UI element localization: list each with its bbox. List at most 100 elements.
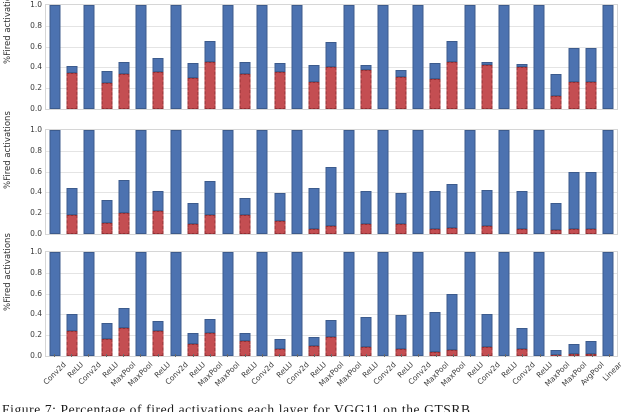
x-tick: ReLU [97, 354, 120, 401]
stacked-bar [516, 191, 528, 234]
bar-slot [548, 130, 565, 234]
blue-segment [585, 341, 597, 354]
x-tick: MaxPool [127, 354, 155, 401]
red-segment [118, 213, 130, 234]
x-tick: Conv2d [163, 354, 190, 401]
plot-area [45, 4, 618, 110]
stacked-bar [170, 130, 182, 234]
blue-segment [325, 167, 337, 226]
bar-slot [184, 252, 201, 356]
blue-segment [550, 350, 562, 355]
stacked-bar [360, 65, 372, 109]
blue-segment [308, 337, 320, 346]
red-segment [446, 228, 458, 234]
x-tick: ReLU [184, 354, 207, 401]
blue-segment [498, 252, 510, 356]
x-tick: ReLU [236, 354, 259, 401]
x-tick: Conv2d [250, 354, 276, 401]
red-segment [395, 349, 407, 356]
stacked-bar [118, 180, 130, 234]
gridline [46, 150, 617, 152]
bar-slot [184, 5, 201, 109]
x-tick: ReLU [392, 354, 415, 401]
bar-slot [340, 5, 357, 109]
blue-segment [325, 42, 337, 67]
tick-mark [192, 354, 194, 357]
blue-segment [152, 58, 164, 72]
tick-mark [314, 354, 316, 357]
stacked-bar [464, 130, 476, 234]
tick-mark [418, 354, 420, 357]
red-segment [446, 350, 458, 356]
stacked-bar [135, 130, 147, 234]
tick-mark [505, 354, 507, 357]
blue-segment [429, 312, 441, 352]
stacked-bar [118, 308, 130, 356]
stacked-bar [274, 63, 285, 109]
bar-slot [202, 130, 219, 234]
bar-slot [565, 252, 582, 356]
stacked-bar [204, 181, 216, 234]
stacked-bar [395, 315, 407, 356]
blue-segment [464, 252, 476, 356]
blue-segment [291, 5, 303, 109]
bar-slot [219, 252, 236, 356]
stacked-bar [118, 62, 130, 109]
x-tick: MaxPool [196, 354, 224, 401]
bar-slot [150, 130, 167, 234]
x-tick: Linear [601, 354, 624, 401]
red-segment [550, 230, 562, 234]
y-tick-label: 1.0 [30, 0, 42, 9]
stacked-bar [222, 130, 234, 234]
bar-slot [115, 130, 132, 234]
stacked-bar [533, 5, 545, 109]
bar-slot [600, 252, 617, 356]
stacked-bar [516, 64, 528, 109]
red-segment [568, 82, 580, 109]
stacked-bar [429, 191, 441, 234]
tick-mark [557, 354, 559, 357]
red-segment [360, 70, 372, 109]
x-tick: Conv2d [76, 354, 103, 401]
tick-mark [348, 354, 350, 357]
x-tick-label: Linear [600, 360, 624, 383]
blue-segment [325, 320, 337, 337]
blue-segment [135, 252, 147, 356]
blue-segment [204, 319, 216, 333]
blue-segment [481, 190, 493, 226]
red-segment [429, 352, 441, 356]
stacked-bar [308, 65, 320, 109]
blue-segment [222, 5, 234, 109]
stacked-bar [308, 188, 320, 234]
stacked-bar [602, 130, 614, 234]
red-segment [516, 349, 528, 356]
stacked-bar [481, 190, 493, 234]
bar-slot [461, 130, 478, 234]
blue-segment [377, 252, 389, 356]
bar-slot [167, 5, 184, 109]
blue-segment [83, 252, 95, 356]
bar-slot [409, 252, 426, 356]
y-axis-label: %Fired activations [3, 233, 13, 311]
bar-slot [375, 130, 392, 234]
y-tick-label: 0.4 [30, 187, 42, 197]
bar-slot [427, 130, 444, 234]
tick-mark [366, 354, 368, 357]
red-segment [585, 229, 597, 234]
tick-mark [609, 354, 611, 357]
stacked-bar [481, 62, 493, 109]
stacked-bar [66, 314, 78, 356]
red-segment [204, 215, 216, 234]
x-tick: Conv2d [510, 354, 537, 401]
blue-segment [204, 41, 216, 62]
x-tick: MaxPool [422, 354, 450, 401]
bar-slot [530, 5, 547, 109]
bar-slot [513, 252, 530, 356]
red-segment [204, 62, 216, 109]
plot-area [45, 129, 618, 235]
tick-mark [227, 354, 229, 357]
blue-segment [135, 130, 147, 234]
x-tick: ReLU [357, 354, 381, 401]
blue-segment [481, 62, 493, 65]
